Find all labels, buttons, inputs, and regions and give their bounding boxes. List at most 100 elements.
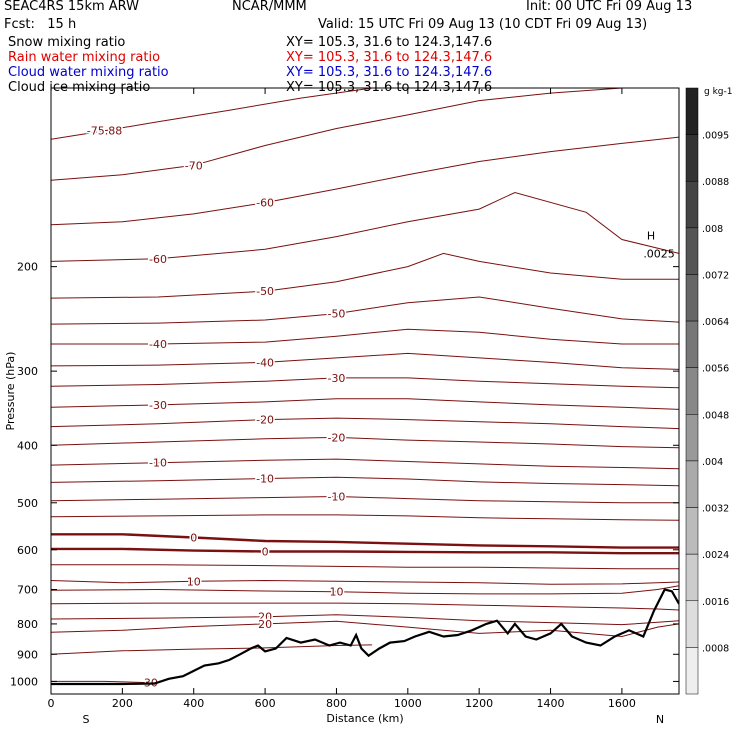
field-coords: XY= 105.3, 31.6 to 124.3,147.6: [286, 50, 493, 65]
contour-label: 20: [258, 618, 272, 631]
y-tick-label: 400: [17, 439, 38, 452]
contour-line: [51, 533, 679, 549]
x-tick-label: 200: [112, 697, 133, 710]
contour-label: 0: [190, 531, 197, 544]
contour-label: -70: [185, 159, 203, 172]
colorbar-tick-label: .0072: [702, 270, 729, 281]
contour-line: [51, 436, 679, 449]
x-tick-label: 1000: [394, 697, 422, 710]
center-title: NCAR/MMM: [232, 0, 307, 14]
contour-label: -20: [256, 414, 274, 427]
field-name: Rain water mixing ratio: [8, 50, 161, 65]
x-tick-label: 1600: [608, 697, 636, 710]
contour-line: [51, 514, 679, 521]
y-tick-label: 800: [17, 618, 38, 631]
forecast-hour: Fcst: 15 h: [4, 17, 77, 32]
field-name: Cloud water mixing ratio: [8, 65, 169, 80]
colorbar-tick-label: .0024: [702, 550, 729, 561]
contour-label: -10: [256, 472, 274, 485]
contour-line: [51, 88, 373, 140]
colorbar-tick-label: .0032: [702, 504, 729, 515]
colorbar-swatch: [685, 647, 699, 695]
north-end-label: N: [656, 713, 664, 726]
model-title: SEAC4RS 15km ARW: [4, 0, 140, 14]
south-end-label: S: [83, 713, 90, 726]
contour-line: [51, 644, 373, 655]
colorbar-swatch: [685, 600, 699, 648]
y-tick-label: 900: [17, 648, 38, 661]
contour-label: 10: [329, 586, 343, 599]
contour-label: -20: [327, 431, 345, 444]
y-tick-label: 200: [17, 261, 38, 274]
colorbar-tick-label: .008: [702, 224, 723, 235]
colorbar-swatch: [685, 274, 699, 322]
colorbar-swatch: [685, 507, 699, 555]
contour-line: [51, 88, 622, 181]
colorbar-swatch: [685, 460, 699, 508]
x-tick-label: 400: [183, 697, 204, 710]
x-axis-label: Distance (km): [326, 712, 403, 725]
y-axis-label: Pressure (hPa): [4, 352, 17, 431]
colorbar-swatch: [685, 320, 699, 368]
contour-line: [51, 252, 679, 299]
colorbar-swatch: [685, 414, 699, 462]
contour-label: -60: [149, 253, 167, 266]
field-coords: XY= 105.3, 31.6 to 124.3,147.6: [286, 35, 493, 50]
contour-line: [51, 458, 679, 470]
contour-label: -10: [327, 491, 345, 504]
x-tick-label: 1400: [537, 697, 565, 710]
field-coords: XY= 105.3, 31.6 to 124.3,147.6: [286, 65, 493, 80]
colorbar-tick-label: .004: [702, 457, 723, 468]
contour-label: 20: [258, 611, 272, 624]
colorbar-tick-label: .0056: [702, 364, 729, 375]
contour-line: [51, 191, 679, 262]
x-tick-label: 1200: [465, 697, 493, 710]
contour-line: [51, 680, 151, 684]
contour-line: [51, 564, 679, 570]
contour-line: [51, 352, 679, 370]
contour-line: [51, 614, 679, 626]
contour-line: [51, 328, 679, 345]
contour-label: -40: [149, 338, 167, 351]
y-tick-label: 700: [17, 584, 38, 597]
x-tick-label: 800: [326, 697, 347, 710]
contour-line: [51, 377, 679, 389]
contour-line: [51, 495, 679, 504]
contour-line: [51, 417, 679, 430]
colorbar-swatch: [685, 87, 699, 135]
colorbar-swatch: [685, 227, 699, 275]
contour-label: 0: [262, 545, 269, 558]
colorbar-swatch: [685, 553, 699, 602]
colorbar-swatch: [685, 367, 699, 415]
contour-label: -30: [327, 372, 345, 385]
y-tick-label: 600: [17, 544, 38, 557]
terrain-line: [51, 588, 679, 686]
contour-label: -50: [327, 308, 345, 321]
valid-time: Valid: 15 UTC Fri 09 Aug 13 (10 CDT Fri …: [318, 17, 648, 32]
contour-line: [51, 602, 679, 611]
extremum-label: H: [647, 229, 655, 242]
y-tick-label: 500: [17, 497, 38, 510]
colorbar-tick-label: .0088: [702, 177, 729, 188]
colorbar-tick-label: .0095: [702, 131, 729, 142]
contour-line: [51, 585, 679, 595]
contour-line: [51, 296, 679, 325]
contour-line: [51, 547, 679, 555]
extremum-label: .0025: [643, 247, 675, 260]
y-tick-label: 300: [17, 365, 38, 378]
contour-label: -40: [256, 356, 274, 369]
contour-line: [51, 398, 679, 410]
colorbar-title: g kg-1: [704, 87, 732, 97]
contour-line: [51, 579, 679, 585]
x-tick-label: 0: [48, 697, 55, 710]
colorbar-tick-label: .0016: [702, 597, 729, 608]
x-tick-label: 600: [255, 697, 276, 710]
init-time: Init: 00 UTC Fri 09 Aug 13: [526, 0, 693, 14]
contour-line: [51, 136, 679, 226]
contour-line: [51, 476, 679, 487]
field-name: Snow mixing ratio: [8, 35, 126, 50]
contour-label: -50: [256, 285, 274, 298]
contour-label: -10: [149, 457, 167, 470]
contour-label: -75.88: [87, 125, 122, 138]
contour-label: 10: [187, 575, 201, 588]
